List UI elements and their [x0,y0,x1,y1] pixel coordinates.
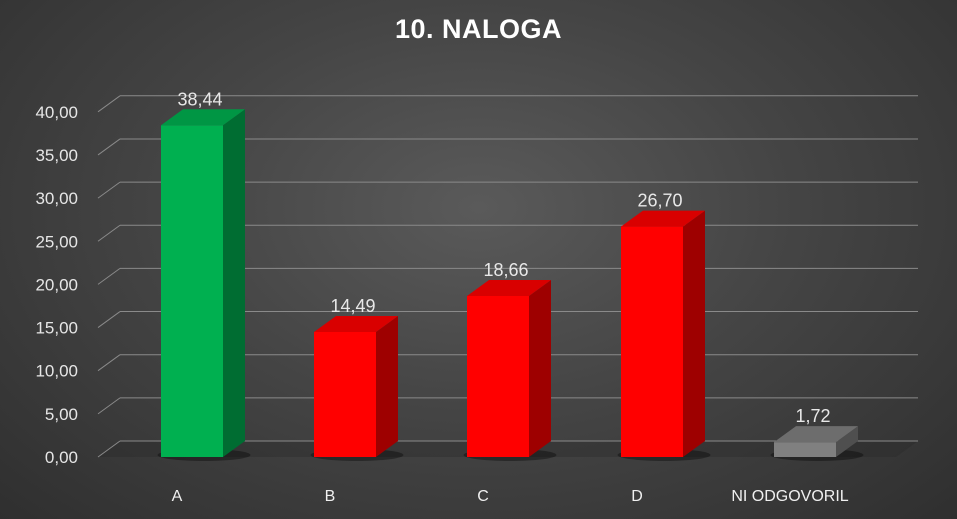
bar-side [376,315,398,457]
bar-top [774,426,858,443]
data-label: 26,70 [637,191,682,211]
gridline-side [97,397,121,415]
bar-top [314,315,398,332]
category-label: C [477,488,489,505]
category-label: D [631,488,643,505]
y-tick-label: 20,00 [35,275,78,294]
bar-top [161,109,245,126]
gridline-side [97,440,121,458]
gridline-side [97,267,121,285]
y-tick-label: 35,00 [35,146,78,165]
bar-front [161,125,223,457]
bar-front [774,442,836,457]
y-tick-label: 40,00 [35,103,78,122]
bar-side [836,426,858,457]
y-tick-label: 15,00 [35,319,78,338]
gridline-side [97,138,121,156]
y-tick-label: 5,00 [45,405,78,424]
category-label: A [172,488,183,505]
gridline-side [97,224,121,242]
bar-side [529,279,551,457]
bar-front [467,295,529,457]
category-label: NI ODGOVORIL [731,488,848,505]
gridline-side [97,181,121,199]
bar-front [314,331,376,457]
data-label: 14,49 [330,296,375,316]
bar-top [467,279,551,296]
bar-side [683,210,705,457]
y-tick-label: 10,00 [35,362,78,381]
y-tick-label: 25,00 [35,232,78,251]
bar-top [621,210,705,227]
data-label: 38,44 [177,89,222,109]
y-tick-label: 0,00 [45,448,78,467]
bar-side [223,109,245,457]
bar-front [621,226,683,457]
data-label: 18,66 [483,260,528,280]
category-label: B [325,488,336,505]
gridline-side [97,95,121,113]
gridline-side [97,311,121,328]
data-label: 1,72 [795,406,830,426]
y-tick-label: 30,00 [35,189,78,208]
gridline-side [97,354,121,372]
chart-title: 10. NALOGA [394,14,563,44]
